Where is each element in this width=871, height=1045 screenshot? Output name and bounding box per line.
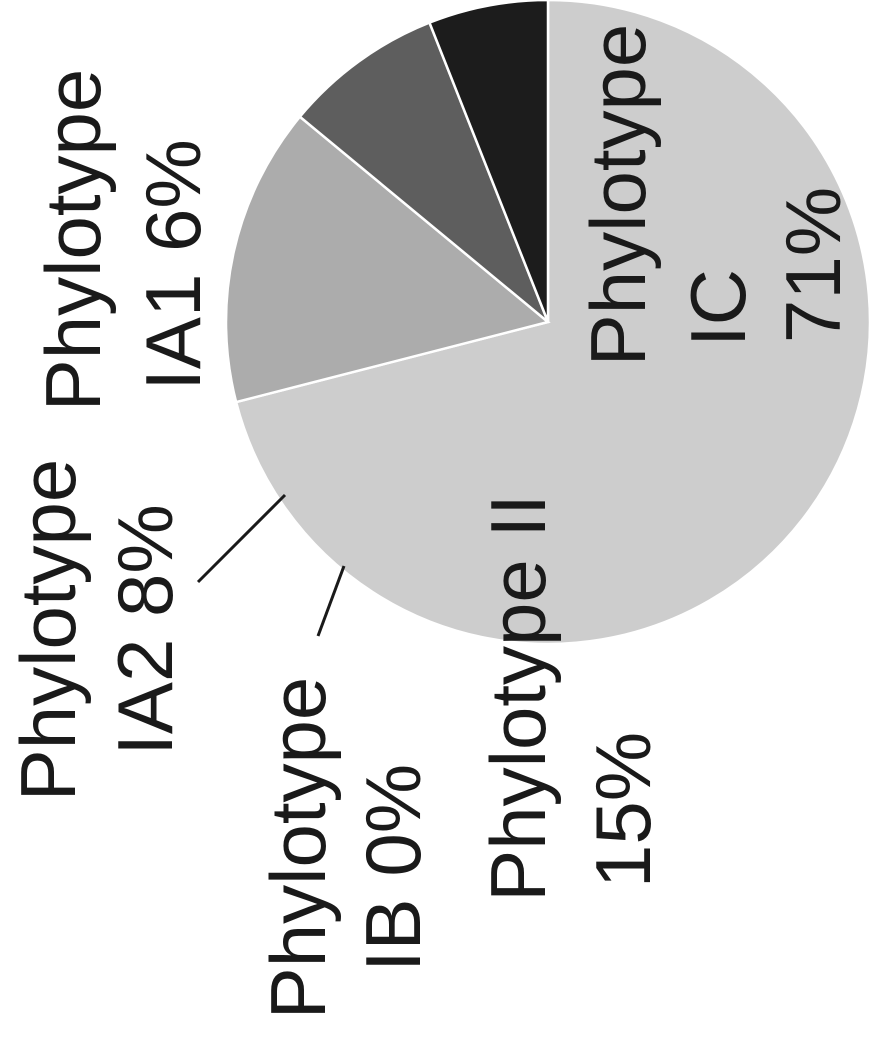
label-ia2: Phylotype [4,459,92,802]
label-ia2-line2: IA2 8% [101,504,189,755]
leader-line-ib [316,565,346,637]
leader-lines [196,493,346,637]
label-ic-line1: Phylotype [574,24,662,367]
pie-slice-ic [234,0,871,646]
label-ia2-2: IA2 8% [101,504,189,755]
label-ia2-line1: Phylotype [4,459,92,802]
label-ii-2: 15% [579,732,667,888]
label-ia1-line1: Phylotype [29,69,117,412]
label-ib-2: IB 0% [349,764,437,972]
pie-slice-ii [224,114,551,404]
label-ii-line1: Phylotype II [474,494,562,902]
label-ib-line1: Phylotype [254,677,342,1020]
pie-slice-ia1 [427,0,550,323]
pie-slices [224,0,871,646]
label-ic-3: 71% [769,187,857,343]
label-ic-line3: 71% [769,187,857,343]
leader-line-ia2 [196,493,287,584]
label-ii-line2: 15% [579,732,667,888]
label-ic-line2: IC [674,269,762,347]
label-ii: Phylotype II [474,494,562,902]
pie-slice-ia2 [298,20,550,323]
label-ic-2: IC [674,269,762,347]
label-ic: Phylotype [574,24,662,367]
label-ia1-2: IA1 6% [129,139,217,390]
label-ia1: Phylotype [29,69,117,412]
label-ib-line2: IB 0% [349,764,437,972]
label-ia1-line2: IA1 6% [129,139,217,390]
label-ib: Phylotype [254,677,342,1020]
